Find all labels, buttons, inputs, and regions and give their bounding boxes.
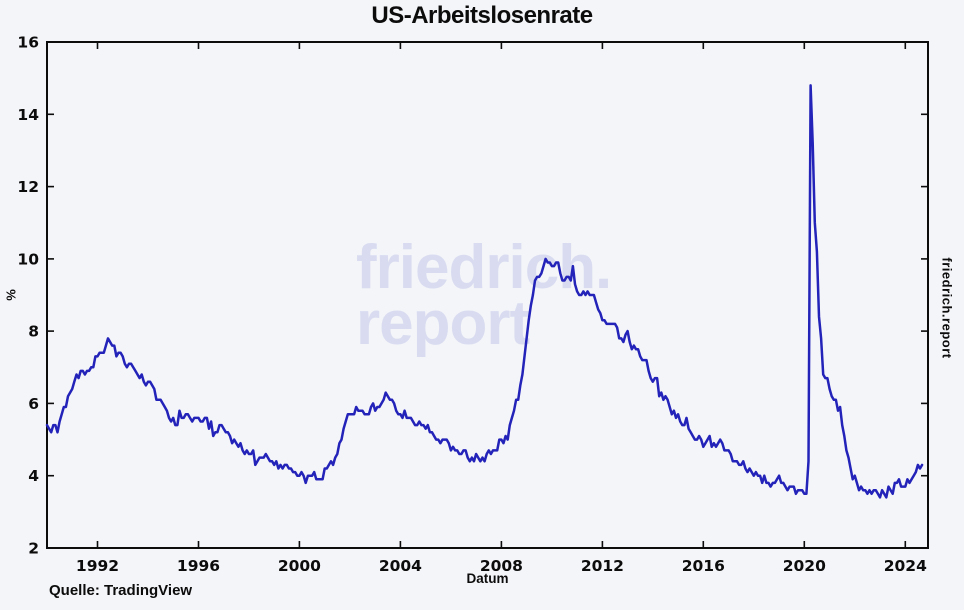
- watermark: friedrich. report: [356, 233, 612, 358]
- source-credit: Quelle: TradingView: [49, 582, 193, 599]
- x-tick-label: 1996: [177, 557, 220, 575]
- x-tick-label: 2004: [379, 557, 422, 575]
- y-axis-label: %: [3, 289, 19, 301]
- x-axis-label: Datum: [466, 571, 509, 586]
- y-tick-label: 4: [28, 467, 39, 485]
- y-tick-label: 8: [28, 323, 39, 341]
- x-tick-label: 2008: [480, 557, 523, 575]
- x-tick-label: 2024: [884, 557, 927, 575]
- y-tick-label: 6: [28, 395, 39, 413]
- y-tick-label: 16: [17, 34, 39, 52]
- x-tick-label: 2016: [682, 557, 725, 575]
- x-tick-label: 2000: [278, 557, 321, 575]
- watermark-line2: report: [356, 288, 530, 358]
- x-tick-label: 2012: [581, 557, 624, 575]
- y-tick-label: 2: [28, 540, 39, 558]
- x-tick-label: 2020: [783, 557, 826, 575]
- y-tick-label: 12: [17, 178, 39, 196]
- y-tick-label: 14: [17, 106, 39, 124]
- plot-frame: [46, 41, 929, 549]
- y-tick-label: 10: [17, 250, 39, 268]
- watermark-line1: friedrich.: [356, 233, 612, 302]
- brand-side-label: friedrich.report: [939, 257, 955, 359]
- x-tick-label: 1992: [76, 557, 119, 575]
- chart-title: US-Arbeitslosenrate: [371, 2, 593, 29]
- unemployment-line: [45, 84, 924, 499]
